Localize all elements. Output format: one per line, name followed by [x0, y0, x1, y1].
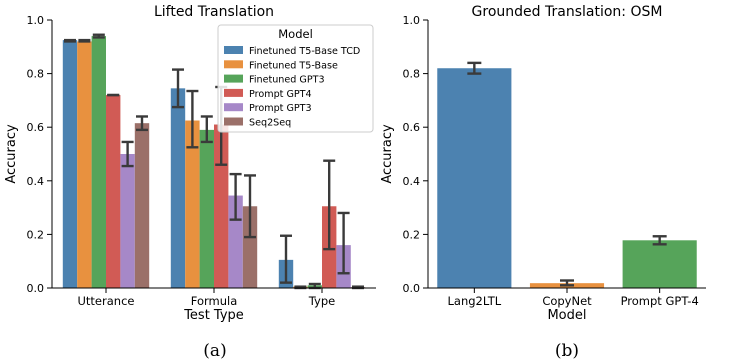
bar	[622, 240, 697, 288]
chart-lifted-translation: 0.0 0.2 0.4 0.6 0.8 1.0 Lifted Translation Accu…	[4, 4, 376, 323]
bar	[185, 120, 200, 288]
bar	[106, 95, 121, 288]
x-tick-label: Prompt GPT-4	[621, 294, 699, 308]
legend-label: Finetuned GPT3	[249, 75, 325, 86]
chart-grounded-translation: 0.0 0.2 0.4 0.6 0.8 1.0 Grounded Translation: …	[380, 4, 706, 323]
y-tick-label: 0.6	[27, 121, 45, 134]
y-tick-label: 0.4	[27, 175, 45, 188]
bar	[77, 41, 92, 288]
bar	[199, 129, 214, 288]
y-tick-label: 0.4	[403, 175, 421, 188]
legend: Model Finetuned T5-Base TCD Finetuned T5-B…	[217, 24, 374, 133]
caption-b: (b)	[555, 341, 579, 361]
y-tick-label: 0.8	[403, 68, 421, 81]
chart-title: Grounded Translation: OSM	[472, 4, 663, 20]
y-tick-label: 0.2	[27, 228, 45, 241]
y-tick-label: 0.2	[403, 228, 421, 241]
legend-label: Prompt GPT4	[249, 89, 312, 100]
y-axis-label: Accuracy	[380, 124, 395, 184]
legend-label: Finetuned T5-Base	[249, 60, 338, 71]
y-tick-label: 1.0	[27, 14, 45, 27]
legend-swatch	[224, 103, 243, 112]
y-tick-label: 1.0	[403, 14, 421, 27]
caption-a: (a)	[203, 341, 226, 361]
legend-label: Prompt GPT3	[249, 103, 312, 114]
bar	[120, 154, 135, 288]
y-tick-label: 0.0	[27, 282, 45, 295]
bar	[134, 123, 150, 289]
y-tick-label: 0.8	[27, 68, 45, 81]
x-tick-label: Type	[308, 294, 335, 308]
legend-swatch	[224, 46, 243, 54]
y-tick-label: 0.6	[403, 121, 421, 134]
chart-title: Lifted Translation	[154, 4, 274, 20]
legend-swatch	[224, 74, 243, 83]
bar	[242, 206, 258, 288]
legend-label: Seq2Seq	[249, 118, 291, 129]
bar	[170, 88, 186, 288]
x-tick-label: Utterance	[78, 294, 135, 308]
bar	[437, 68, 512, 289]
legend-title: Model	[278, 27, 313, 41]
legend-label: Finetuned T5-Base TCD	[249, 46, 360, 57]
x-tick-label: Formula	[191, 294, 238, 308]
legend-swatch	[224, 60, 243, 69]
y-axis-label: Accuracy	[4, 124, 19, 184]
bar	[62, 40, 78, 288]
x-tick-label: CopyNet	[542, 294, 592, 308]
x-axis-label: Model	[547, 308, 586, 323]
x-axis-label: Test Type	[183, 308, 244, 323]
bar	[91, 36, 106, 288]
y-tick-label: 0.0	[403, 282, 421, 295]
legend-swatch	[224, 117, 243, 126]
legend-swatch	[224, 88, 243, 97]
x-tick-label: Lang2LTL	[448, 294, 502, 308]
legend-box	[217, 24, 374, 133]
